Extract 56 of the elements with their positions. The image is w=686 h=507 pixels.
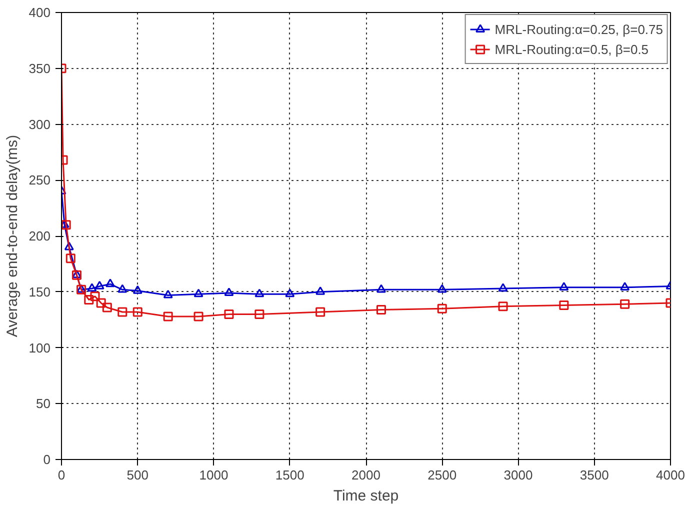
- point: [96, 298, 106, 308]
- legend-label: MRL-Routing:α=0.5, β=0.5: [494, 42, 649, 56]
- point: [118, 284, 128, 293]
- x-tick-label: 0: [58, 468, 66, 482]
- y-tick-label: 0: [43, 452, 51, 467]
- point: [224, 309, 234, 319]
- point: [437, 284, 447, 293]
- y-tick-label: 150: [28, 284, 51, 300]
- x-tick-label: 3000: [504, 468, 533, 482]
- point: [132, 307, 142, 317]
- point: [84, 294, 94, 304]
- point: [498, 283, 508, 292]
- legend-label: MRL-Routing:α=0.25, β=0.75: [494, 22, 663, 36]
- point: [316, 307, 326, 317]
- point: [559, 282, 569, 290]
- point: [316, 286, 326, 295]
- point: [620, 282, 630, 290]
- x-tick-label: 1000: [199, 468, 228, 482]
- y-tick-label: 50: [36, 396, 51, 412]
- point: [163, 312, 173, 322]
- x-tick-label: 1500: [275, 468, 304, 482]
- x-tick-label: 500: [126, 468, 148, 482]
- point: [285, 288, 295, 298]
- y-tick-label: 400: [28, 5, 51, 20]
- point: [194, 288, 204, 298]
- point: [105, 278, 115, 288]
- point: [224, 288, 234, 296]
- y-axis-title: Average end-to-end delay(ms): [4, 134, 21, 338]
- point: [437, 304, 447, 314]
- x-tick-label: 3500: [580, 468, 609, 482]
- point: [620, 299, 630, 309]
- point: [376, 284, 386, 293]
- y-tick-label: 300: [28, 116, 51, 132]
- point: [66, 254, 76, 264]
- y-tick-label: 350: [28, 60, 51, 76]
- point: [163, 290, 173, 298]
- point: [376, 305, 386, 315]
- point: [64, 242, 74, 250]
- point: [118, 307, 128, 317]
- point: [254, 309, 264, 319]
- point: [94, 280, 104, 290]
- x-tick-label: 2000: [352, 468, 380, 482]
- point: [254, 288, 264, 298]
- point: [194, 312, 204, 322]
- y-tick-label: 200: [28, 228, 51, 244]
- point: [102, 302, 112, 312]
- y-tick-label: 100: [28, 340, 51, 356]
- x-tick-label: 4000: [656, 468, 685, 482]
- point: [559, 300, 569, 310]
- point: [87, 283, 97, 292]
- point: [90, 292, 100, 302]
- x-axis-title: Time step: [333, 488, 399, 504]
- point: [498, 302, 508, 312]
- y-tick-label: 250: [28, 172, 51, 188]
- point: [132, 285, 142, 294]
- x-tick-label: 2500: [428, 468, 457, 482]
